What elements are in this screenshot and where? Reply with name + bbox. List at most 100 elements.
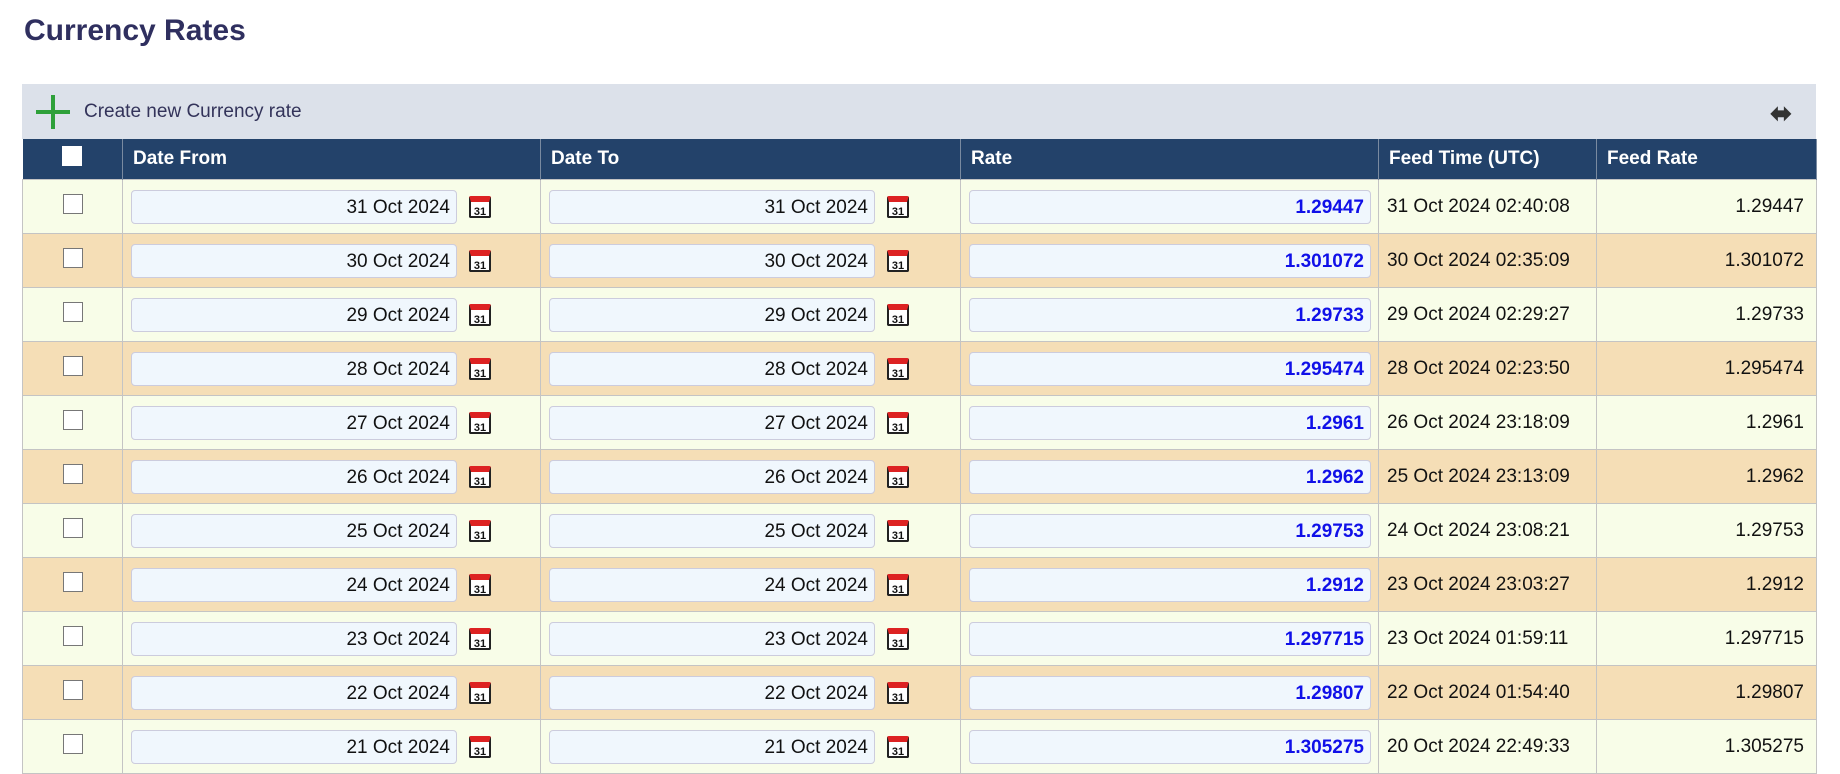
date-to-input[interactable]: 23 Oct 2024 — [549, 621, 875, 656]
date-from-input[interactable]: 30 Oct 2024 — [131, 243, 457, 278]
calendar-icon[interactable]: 31 — [469, 249, 491, 272]
date-to-input[interactable]: 24 Oct 2024 — [549, 567, 875, 602]
date-from-input[interactable]: 25 Oct 2024 — [131, 513, 457, 548]
calendar-icon[interactable]: 31 — [887, 573, 909, 596]
date-to-input[interactable]: 27 Oct 2024 — [549, 405, 875, 440]
row-checkbox[interactable] — [62, 733, 83, 754]
calendar-icon[interactable]: 31 — [887, 519, 909, 542]
calendar-icon[interactable]: 31 — [887, 465, 909, 488]
column-header-rate[interactable]: Rate — [960, 139, 1379, 180]
date-to-input[interactable]: 31 Oct 2024 — [549, 189, 875, 224]
row-checkbox[interactable] — [62, 193, 83, 214]
column-header-date-from[interactable]: Date From — [122, 139, 541, 180]
date-from-input[interactable]: 21 Oct 2024 — [131, 729, 457, 764]
date-to-input[interactable]: 22 Oct 2024 — [549, 675, 875, 710]
date-to-input[interactable]: 26 Oct 2024 — [549, 459, 875, 494]
calendar-icon[interactable]: 31 — [469, 357, 491, 380]
rate-input[interactable]: 1.295474 — [969, 351, 1371, 386]
date-from-input[interactable]: 31 Oct 2024 — [131, 189, 457, 224]
date-from-input[interactable]: 29 Oct 2024 — [131, 297, 457, 332]
date-to-cell: 31 Oct 2024 31 — [540, 179, 961, 234]
row-checkbox[interactable] — [62, 355, 83, 376]
date-from-input[interactable]: 22 Oct 2024 — [131, 675, 457, 710]
date-from-cell: 26 Oct 2024 31 — [122, 449, 541, 504]
date-to-input[interactable]: 25 Oct 2024 — [549, 513, 875, 548]
row-checkbox[interactable] — [62, 409, 83, 430]
calendar-icon[interactable]: 31 — [887, 735, 909, 758]
rate-cell: 1.2962 — [960, 449, 1379, 504]
row-checkbox[interactable] — [62, 463, 83, 484]
calendar-icon[interactable]: 31 — [469, 735, 491, 758]
select-all-checkbox[interactable] — [62, 146, 83, 166]
calendar-icon[interactable]: 31 — [469, 195, 491, 218]
calendar-icon[interactable]: 31 — [887, 303, 909, 326]
date-to-cell: 24 Oct 2024 31 — [540, 557, 961, 612]
date-from-input[interactable]: 23 Oct 2024 — [131, 621, 457, 656]
column-header-date-to[interactable]: Date To — [540, 139, 961, 180]
row-select-cell — [22, 395, 123, 450]
calendar-icon[interactable]: 31 — [469, 519, 491, 542]
rate-input[interactable]: 1.2961 — [969, 405, 1371, 440]
rate-input[interactable]: 1.301072 — [969, 243, 1371, 278]
date-to-input[interactable]: 28 Oct 2024 — [549, 351, 875, 386]
calendar-icon[interactable]: 31 — [887, 627, 909, 650]
rate-input[interactable]: 1.29447 — [969, 189, 1371, 224]
calendar-icon[interactable]: 31 — [887, 411, 909, 434]
plus-icon[interactable] — [36, 94, 70, 129]
row-checkbox[interactable] — [62, 517, 83, 538]
row-select-cell — [22, 449, 123, 504]
rate-input[interactable]: 1.29753 — [969, 513, 1371, 548]
calendar-icon[interactable]: 31 — [887, 249, 909, 272]
feed-time-cell: 23 Oct 2024 01:59:11 — [1378, 611, 1597, 666]
table-row: 27 Oct 2024 31 27 Oct 2024 31 1.2961 26 Oc… — [22, 395, 1817, 450]
currency-rates-table: Date From Date To Rate Feed Time (UTC) F… — [22, 139, 1817, 774]
rate-input[interactable]: 1.297715 — [969, 621, 1371, 656]
feed-time-cell: 22 Oct 2024 01:54:40 — [1378, 665, 1597, 720]
rate-input[interactable]: 1.2912 — [969, 567, 1371, 602]
calendar-icon[interactable]: 31 — [887, 195, 909, 218]
feed-time-cell: 29 Oct 2024 02:29:27 — [1378, 287, 1597, 342]
date-from-input[interactable]: 27 Oct 2024 — [131, 405, 457, 440]
rate-input[interactable]: 1.305275 — [969, 729, 1371, 764]
row-checkbox[interactable] — [62, 301, 83, 322]
row-checkbox[interactable] — [62, 247, 83, 268]
date-from-input[interactable]: 28 Oct 2024 — [131, 351, 457, 386]
rate-input[interactable]: 1.29807 — [969, 675, 1371, 710]
date-from-cell: 22 Oct 2024 31 — [122, 665, 541, 720]
column-header-feed-time[interactable]: Feed Time (UTC) — [1378, 139, 1597, 180]
horizontal-arrows-icon[interactable]: ⬌ — [1770, 98, 1792, 128]
feed-time-cell: 31 Oct 2024 02:40:08 — [1378, 179, 1597, 234]
row-checkbox[interactable] — [62, 571, 83, 592]
calendar-icon[interactable]: 31 — [469, 303, 491, 326]
row-select-cell — [22, 611, 123, 666]
create-currency-rate-link[interactable]: Create new Currency rate — [84, 100, 302, 122]
date-from-cell: 28 Oct 2024 31 — [122, 341, 541, 396]
rate-input[interactable]: 1.2962 — [969, 459, 1371, 494]
calendar-icon[interactable]: 31 — [469, 411, 491, 434]
table-row: 26 Oct 2024 31 26 Oct 2024 31 1.2962 25 Oc… — [22, 449, 1817, 504]
feed-rate-cell: 1.2912 — [1596, 557, 1817, 612]
rate-input[interactable]: 1.29733 — [969, 297, 1371, 332]
date-from-input[interactable]: 26 Oct 2024 — [131, 459, 457, 494]
rate-cell: 1.301072 — [960, 233, 1379, 288]
row-checkbox[interactable] — [62, 625, 83, 646]
column-header-feed-rate[interactable]: Feed Rate — [1596, 139, 1817, 180]
calendar-icon[interactable]: 31 — [469, 681, 491, 704]
calendar-icon[interactable]: 31 — [469, 573, 491, 596]
calendar-icon[interactable]: 31 — [887, 681, 909, 704]
table-row: 24 Oct 2024 31 24 Oct 2024 31 1.2912 23 Oc… — [22, 557, 1817, 612]
feed-time-cell: 26 Oct 2024 23:18:09 — [1378, 395, 1597, 450]
calendar-icon[interactable]: 31 — [887, 357, 909, 380]
date-to-input[interactable]: 30 Oct 2024 — [549, 243, 875, 278]
page-title: Currency Rates — [24, 14, 246, 47]
table-row: 28 Oct 2024 31 28 Oct 2024 31 1.295474 28 … — [22, 341, 1817, 396]
calendar-icon[interactable]: 31 — [469, 465, 491, 488]
date-from-cell: 23 Oct 2024 31 — [122, 611, 541, 666]
feed-rate-cell: 1.2962 — [1596, 449, 1817, 504]
row-checkbox[interactable] — [62, 679, 83, 700]
date-to-input[interactable]: 21 Oct 2024 — [549, 729, 875, 764]
date-to-input[interactable]: 29 Oct 2024 — [549, 297, 875, 332]
date-from-input[interactable]: 24 Oct 2024 — [131, 567, 457, 602]
row-select-cell — [22, 665, 123, 720]
calendar-icon[interactable]: 31 — [469, 627, 491, 650]
